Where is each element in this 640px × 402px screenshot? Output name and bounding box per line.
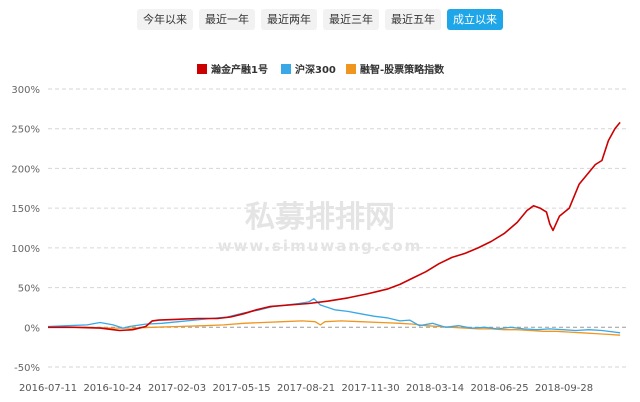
y-tick-label: -50% xyxy=(14,363,40,374)
legend-label: 沪深300 xyxy=(295,63,336,76)
corner-watermark: 头条@阿宝 xyxy=(547,372,602,386)
legend-swatch xyxy=(197,64,207,74)
tab-3y[interactable]: 最近三年 xyxy=(323,9,379,30)
y-tick-label: 50% xyxy=(18,284,40,295)
legend: 瀚金产融1号 沪深300 融智-股票策略指数 xyxy=(197,63,445,76)
x-tick-label: 2018-06-25 xyxy=(470,383,528,394)
tab-1y[interactable]: 最近一年 xyxy=(199,9,255,30)
y-tick-label: 200% xyxy=(11,164,40,175)
series-line xyxy=(47,298,621,334)
x-tick-label: 2017-05-15 xyxy=(212,383,270,394)
legend-label: 融智-股票策略指数 xyxy=(360,63,445,76)
tab-since-inception[interactable]: 成立以来 xyxy=(447,9,503,30)
y-tick-label: 100% xyxy=(11,244,40,255)
tab-ytd[interactable]: 今年以来 xyxy=(137,9,193,30)
y-tick-label: 0% xyxy=(24,323,40,334)
x-tick-label: 2016-10-24 xyxy=(83,383,141,394)
series-lines xyxy=(47,121,621,336)
series-line xyxy=(48,121,621,332)
watermark-sub: www.simuwang.com xyxy=(218,237,423,255)
x-tick-label: 2016-07-11 xyxy=(19,383,77,394)
legend-swatch xyxy=(281,64,291,74)
tab-5y[interactable]: 最近五年 xyxy=(385,9,441,30)
tab-2y[interactable]: 最近两年 xyxy=(261,9,317,30)
y-tick-label: 150% xyxy=(11,204,40,215)
grid xyxy=(48,88,626,368)
x-tick-label: 2017-11-30 xyxy=(341,383,399,394)
y-axis-ticks: -50% 0% 50% 100% 150% 200% 250% 300% xyxy=(11,85,40,374)
y-tick-label: 300% xyxy=(11,85,40,96)
x-tick-label: 2017-02-03 xyxy=(148,383,206,394)
legend-swatch xyxy=(346,64,356,74)
x-axis-ticks: 2016-07-11 2016-10-24 2017-02-03 2017-05-15… xyxy=(19,383,593,394)
legend-label: 瀚金产融1号 xyxy=(211,63,268,76)
x-tick-label: 2018-09-28 xyxy=(535,383,593,394)
x-tick-label: 2018-03-14 xyxy=(406,383,464,394)
series-line xyxy=(48,320,621,336)
y-tick-label: 250% xyxy=(11,125,40,136)
watermark-main: 私募排排网 xyxy=(245,200,395,235)
period-tabs: 今年以来 最近一年 最近两年 最近三年 最近五年 成立以来 xyxy=(0,9,640,30)
x-tick-label: 2017-08-21 xyxy=(277,383,335,394)
corner-watermark-text: 头条@阿宝 xyxy=(547,372,602,386)
watermark: 私募排排网 www.simuwang.com xyxy=(218,200,423,255)
